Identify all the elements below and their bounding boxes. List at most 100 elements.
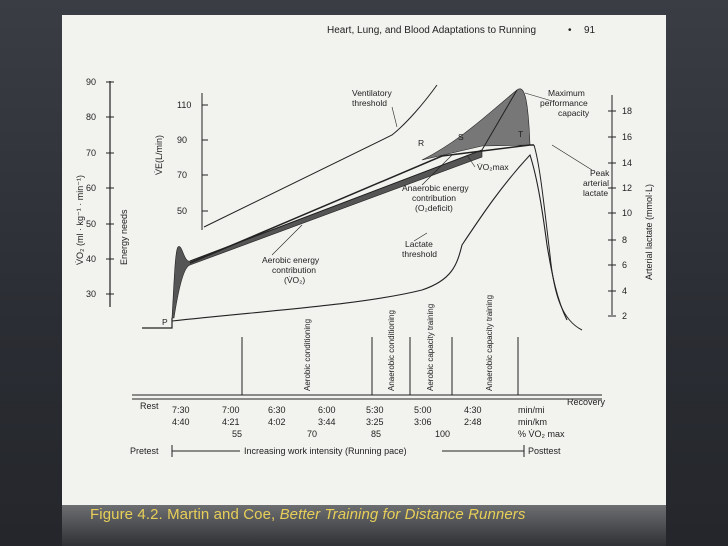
scanned-page: Heart, Lung, and Blood Adaptations to Ru… bbox=[62, 15, 666, 505]
aerobic-label: Aerobic energy bbox=[262, 255, 320, 265]
point-s: S bbox=[458, 132, 464, 142]
anaerobic-label: Anaerobic energy bbox=[402, 183, 469, 193]
right-tick: 2 bbox=[622, 311, 627, 321]
pace-km: 3:25 bbox=[366, 417, 384, 427]
curves bbox=[142, 84, 583, 331]
zone-label: Aerobic conditioning bbox=[303, 319, 312, 391]
pace-pct: 85 bbox=[371, 429, 381, 439]
pace-km: 2:48 bbox=[464, 417, 482, 427]
right-tick: 18 bbox=[622, 106, 632, 116]
unit-mi: min/mi bbox=[518, 405, 545, 415]
lactate-curve bbox=[171, 153, 568, 322]
page-number: 91 bbox=[584, 25, 596, 36]
lactate-threshold-label: threshold bbox=[402, 249, 437, 259]
vent-threshold-label: Ventilatory bbox=[352, 88, 392, 98]
right-tick: 12 bbox=[622, 183, 632, 193]
vo2-line bbox=[189, 144, 534, 264]
right-tick: 16 bbox=[622, 132, 632, 142]
caption-book-title: Better Training for Distance Runners bbox=[279, 506, 526, 523]
recovery-curve bbox=[533, 144, 583, 331]
right-tick: 4 bbox=[622, 286, 627, 296]
left-tick: 60 bbox=[86, 183, 96, 193]
footer-row: Pretest Increasing work intensity (Runni… bbox=[130, 445, 561, 457]
ventilation-line bbox=[203, 84, 438, 228]
left-tick: 50 bbox=[86, 219, 96, 229]
point-r: R bbox=[418, 138, 424, 148]
unit-pct: % V̇O₂ max bbox=[518, 429, 565, 439]
anaerobic-label: contribution bbox=[412, 193, 456, 203]
point-p: P bbox=[162, 317, 168, 327]
training-zones: Aerobic conditioning Anaerobic condition… bbox=[241, 295, 519, 395]
energy-needs-line bbox=[189, 89, 518, 262]
figure-graph: Heart, Lung, and Blood Adaptations to Ru… bbox=[75, 25, 654, 457]
figure-caption: Figure 4.2. Martin and Coe, Better Train… bbox=[90, 506, 526, 523]
pace-pct: 55 bbox=[232, 429, 242, 439]
pace-mi: 6:30 bbox=[268, 405, 286, 415]
annotations: Ventilatory threshold Maximum performanc… bbox=[162, 88, 610, 327]
left-axis: 90 80 70 60 50 40 30 V̇O₂ (ml · kg⁻¹ · m… bbox=[75, 77, 129, 307]
pace-pct: 100 bbox=[435, 429, 450, 439]
left-tick: 90 bbox=[86, 77, 96, 87]
pace-km: 4:40 bbox=[172, 417, 190, 427]
point-t: T bbox=[518, 129, 523, 139]
right-tick: 6 bbox=[622, 260, 627, 270]
right-tick: 14 bbox=[622, 158, 632, 168]
page-reflection bbox=[62, 505, 666, 546]
left-axis-label: V̇O₂ (ml · kg⁻¹ · min⁻¹) bbox=[75, 175, 85, 265]
recovery-label: Recovery bbox=[567, 397, 606, 407]
rest-baseline bbox=[142, 318, 173, 329]
pace-pct: 70 bbox=[307, 429, 317, 439]
start-deficit-shading bbox=[171, 149, 483, 319]
lactate-threshold-label: Lactate bbox=[405, 239, 433, 249]
pace-km: 4:02 bbox=[268, 417, 286, 427]
pace-mi: 5:30 bbox=[366, 405, 384, 415]
intensity-label: Increasing work intensity (Running pace) bbox=[244, 446, 407, 456]
left-tick: 40 bbox=[86, 254, 96, 264]
page-header-bullet: • bbox=[568, 25, 572, 36]
vo2max-label: V̇O₂max bbox=[477, 162, 509, 172]
ve-axis: 110 90 70 50 V̇E(L/min) bbox=[154, 93, 208, 230]
zone-label: Anaerobic conditioning bbox=[387, 310, 396, 391]
aerobic-label: (V̇O₂) bbox=[284, 275, 305, 285]
peak-lactate-label: lactate bbox=[583, 188, 608, 198]
ve-axis-label: V̇E(L/min) bbox=[154, 135, 164, 175]
pace-mi: 6:00 bbox=[318, 405, 336, 415]
right-axis: 18 16 14 12 10 8 6 4 2 Arterial lactate … bbox=[608, 95, 654, 321]
unit-km: min/km bbox=[518, 417, 547, 427]
pretest-label: Pretest bbox=[130, 446, 159, 456]
pace-km: 3:06 bbox=[414, 417, 432, 427]
ve-tick: 50 bbox=[177, 206, 187, 216]
left-tick: 30 bbox=[86, 289, 96, 299]
aerobic-label: contribution bbox=[272, 265, 316, 275]
anaerobic-label: (O₂deficit) bbox=[415, 203, 453, 213]
peak-lactate-label: arterial bbox=[583, 178, 609, 188]
vent-threshold-label: threshold bbox=[352, 98, 387, 108]
left-tick: 70 bbox=[86, 148, 96, 158]
posttest-label: Posttest bbox=[528, 446, 561, 456]
anaerobic-shading bbox=[421, 88, 531, 161]
rest-label: Rest bbox=[140, 401, 159, 411]
right-tick: 8 bbox=[622, 235, 627, 245]
ve-tick: 70 bbox=[177, 170, 187, 180]
pace-mi: 5:00 bbox=[414, 405, 432, 415]
right-axis-label: Arterial lactate (mmol·L) bbox=[644, 184, 654, 280]
right-tick: 10 bbox=[622, 208, 632, 218]
left-tick: 80 bbox=[86, 112, 96, 122]
caption-prefix: Figure 4.2. Martin and Coe, bbox=[90, 506, 280, 523]
max-perf-label: performance bbox=[540, 98, 588, 108]
zone-label: Anaerobic capacity training bbox=[485, 295, 494, 391]
max-perf-label: Maximum bbox=[548, 88, 585, 98]
peak-lactate-label: Peak bbox=[590, 168, 610, 178]
energy-needs-label: Energy needs bbox=[119, 209, 129, 265]
page-header-title: Heart, Lung, and Blood Adaptations to Ru… bbox=[327, 25, 536, 36]
ve-tick: 110 bbox=[177, 100, 191, 110]
pace-km: 4:21 bbox=[222, 417, 240, 427]
max-perf-label: capacity bbox=[558, 108, 590, 118]
zone-label: Aerobic capacity training bbox=[426, 304, 435, 391]
pace-mi: 4:30 bbox=[464, 405, 482, 415]
pace-km: 3:44 bbox=[318, 417, 336, 427]
pace-mi: 7:30 bbox=[172, 405, 190, 415]
ve-tick: 90 bbox=[177, 135, 187, 145]
pace-mi: 7:00 bbox=[222, 405, 240, 415]
